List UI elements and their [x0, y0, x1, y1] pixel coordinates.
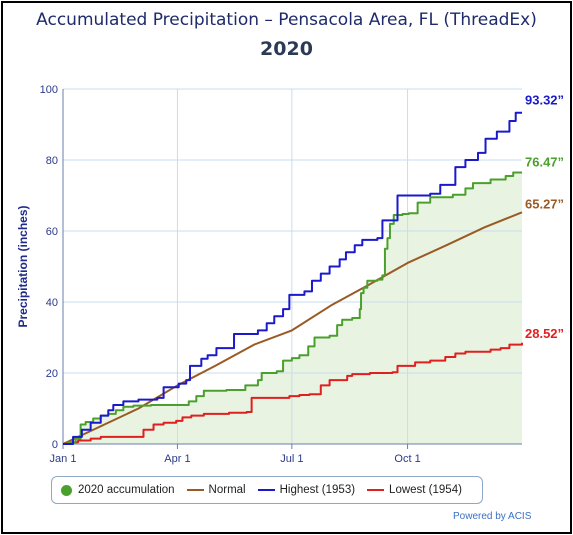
end-label-highest: 93.32”	[525, 93, 564, 108]
legend-item-highest[interactable]: Highest (1953)	[257, 484, 356, 496]
y-tick-label: 40	[46, 297, 58, 309]
legend-label-normal: Normal	[208, 484, 246, 496]
y-tick-label: 20	[46, 368, 58, 380]
x-tick-label: Oct 1	[394, 453, 420, 465]
end-label-lowest: 28.52”	[525, 326, 564, 341]
x-tick-label: Apr 1	[164, 453, 190, 465]
legend-swatch-lowest	[367, 489, 385, 491]
legend-swatch-highest	[257, 489, 275, 491]
legend-label-highest: Highest (1953)	[279, 484, 356, 496]
legend-label-lowest: Lowest (1954)	[389, 484, 462, 496]
area-fill-2020	[63, 172, 522, 444]
y-tick-label: 80	[46, 155, 58, 167]
y-tick-label: 0	[52, 439, 58, 451]
powered-by-credit[interactable]: Powered by ACIS	[453, 511, 532, 522]
legend-item-2020[interactable]: 2020 accumulation	[61, 484, 175, 496]
x-tick-label: Jul 1	[280, 453, 303, 465]
series-line-2020	[63, 171, 522, 445]
legend-label-2020: 2020 accumulation	[78, 484, 175, 496]
x-tick-label: Jan 1	[50, 453, 77, 465]
y-tick-label: 60	[46, 226, 58, 238]
legend-item-lowest[interactable]: Lowest (1954)	[367, 484, 462, 496]
chart-subtitle: 2020	[260, 38, 313, 60]
chart-legend: 2020 accumulation Normal Highest (1953) …	[51, 476, 483, 504]
y-axis-title: Precipitation (inches)	[16, 205, 30, 327]
end-label-normal: 65.27”	[525, 196, 564, 211]
series-line-highest	[63, 111, 522, 445]
series-line-lowest	[63, 342, 523, 445]
series-line-normal	[62, 211, 523, 445]
y-tick-label: 100	[40, 84, 58, 96]
legend-swatch-2020	[61, 484, 72, 496]
chart-title: Accumulated Precipitation – Pensacola Ar…	[36, 10, 537, 30]
legend-item-normal[interactable]: Normal	[186, 484, 246, 496]
legend-swatch-normal	[186, 489, 204, 491]
end-label-2020: 76.47”	[525, 155, 564, 170]
